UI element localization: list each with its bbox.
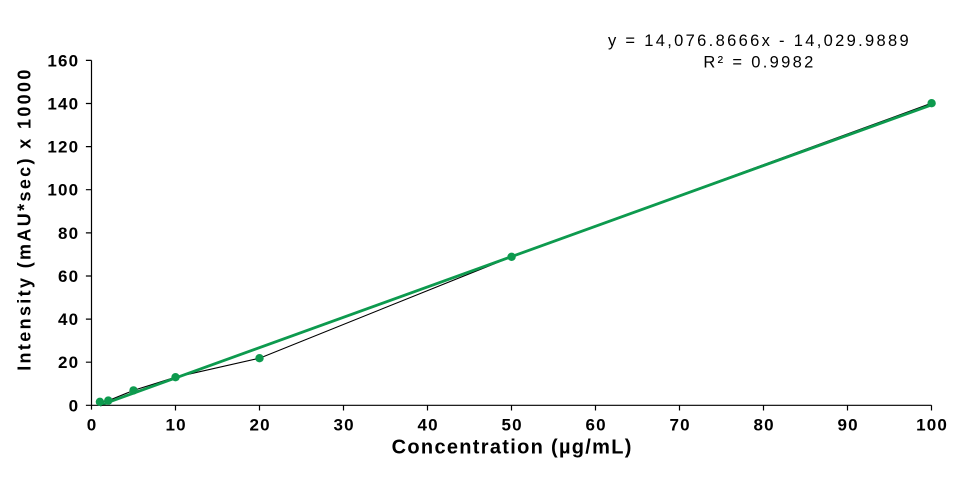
svg-text:0: 0 [87,416,98,435]
svg-text:160: 160 [47,51,79,70]
svg-text:100: 100 [916,416,948,435]
svg-text:50: 50 [501,416,522,435]
svg-text:90: 90 [837,416,858,435]
svg-text:R² = 0.9982: R² = 0.9982 [703,54,815,72]
svg-text:60: 60 [585,416,606,435]
svg-text:70: 70 [669,416,690,435]
svg-text:40: 40 [58,310,79,329]
svg-text:0: 0 [69,396,80,415]
svg-text:80: 80 [58,224,79,243]
svg-text:Concentration (µg/mL): Concentration (µg/mL) [392,437,633,459]
svg-text:140: 140 [47,95,79,114]
svg-text:20: 20 [249,416,270,435]
svg-text:120: 120 [47,138,79,157]
svg-text:40: 40 [417,416,438,435]
svg-text:Intensity (mAU*sec) x 10000: Intensity (mAU*sec) x 10000 [15,67,35,371]
svg-text:10: 10 [165,416,186,435]
svg-text:100: 100 [47,181,79,200]
svg-text:30: 30 [333,416,354,435]
svg-text:y = 14,076.8666x - 14,029.9889: y = 14,076.8666x - 14,029.9889 [608,32,911,50]
svg-text:20: 20 [58,353,79,372]
svg-text:80: 80 [753,416,774,435]
svg-text:60: 60 [58,267,79,286]
